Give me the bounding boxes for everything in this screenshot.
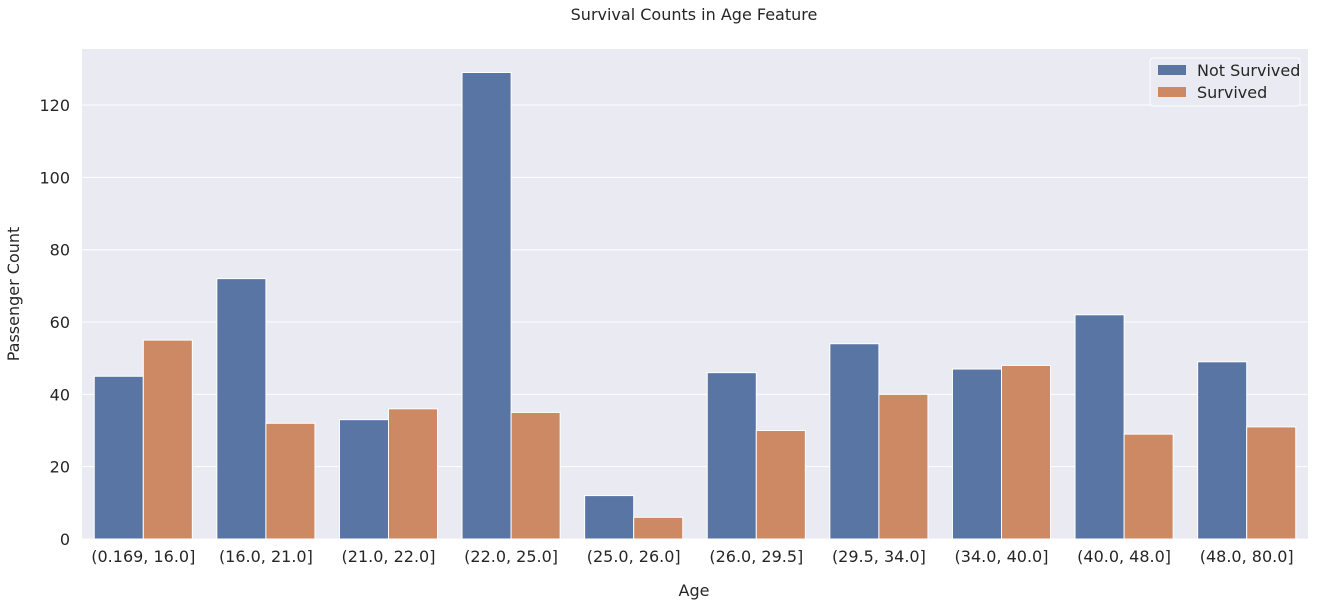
- x-tick-label: (34.0, 40.0]: [955, 547, 1049, 566]
- y-tick-label: 100: [39, 168, 70, 187]
- bar-survived: [755, 430, 806, 540]
- x-tick-label: (29.5, 34.0]: [832, 547, 926, 566]
- x-tick-label: (26.0, 29.5]: [709, 547, 803, 566]
- bar-survived: [265, 422, 316, 540]
- bar-survived: [1246, 426, 1297, 540]
- legend-box: [1149, 57, 1301, 107]
- bar-not-survived: [584, 495, 635, 540]
- x-tick-label: (21.0, 22.0]: [342, 547, 436, 566]
- bars: [93, 72, 1297, 540]
- legend-swatch-not-survived: [1158, 65, 1186, 75]
- bar-not-survived: [216, 278, 267, 540]
- bar-not-survived: [706, 372, 757, 540]
- bar-not-survived: [93, 375, 144, 540]
- bar-not-survived: [1197, 361, 1248, 540]
- y-tick-label: 60: [50, 313, 70, 332]
- bar-survived: [142, 339, 193, 540]
- x-axis-ticks: (0.169, 16.0] (16.0, 21.0] (21.0, 22.0] (22…: [91, 547, 1293, 566]
- bar-not-survived: [951, 368, 1003, 540]
- x-tick-label: (25.0, 26.0]: [587, 547, 681, 566]
- y-axis-label: Passenger Count: [4, 227, 23, 362]
- y-tick-label: 0: [60, 530, 70, 549]
- x-tick-label: (0.169, 16.0]: [91, 547, 195, 566]
- y-axis-ticks: 0 20 40 60 80 100 120: [39, 96, 70, 549]
- bar-survived: [633, 516, 684, 540]
- y-tick-label: 40: [50, 385, 70, 404]
- legend: Not Survived Survived: [1149, 57, 1301, 107]
- x-tick-label: (16.0, 21.0]: [219, 547, 313, 566]
- x-axis-label: Age: [679, 581, 710, 600]
- bar-survived: [878, 393, 929, 540]
- bar-survived: [510, 411, 561, 540]
- x-tick-label: (40.0, 48.0]: [1077, 547, 1171, 566]
- legend-label-not-survived: Not Survived: [1197, 61, 1300, 80]
- legend-swatch-survived: [1158, 87, 1186, 97]
- x-tick-label: (48.0, 80.0]: [1200, 547, 1294, 566]
- bar-not-survived: [829, 343, 880, 540]
- legend-label-survived: Survived: [1197, 83, 1267, 102]
- bar-not-survived: [461, 72, 512, 540]
- y-tick-label: 20: [50, 458, 70, 477]
- bar-survived: [1001, 364, 1052, 540]
- chart-title: Survival Counts in Age Feature: [571, 5, 818, 24]
- bar-survived: [388, 408, 439, 540]
- bar-not-survived: [1074, 314, 1125, 540]
- y-tick-label: 120: [39, 96, 70, 115]
- bar-not-survived: [338, 419, 389, 540]
- x-tick-label: (22.0, 25.0]: [464, 547, 558, 566]
- y-tick-label: 80: [50, 241, 70, 260]
- bar-survived: [1123, 433, 1174, 540]
